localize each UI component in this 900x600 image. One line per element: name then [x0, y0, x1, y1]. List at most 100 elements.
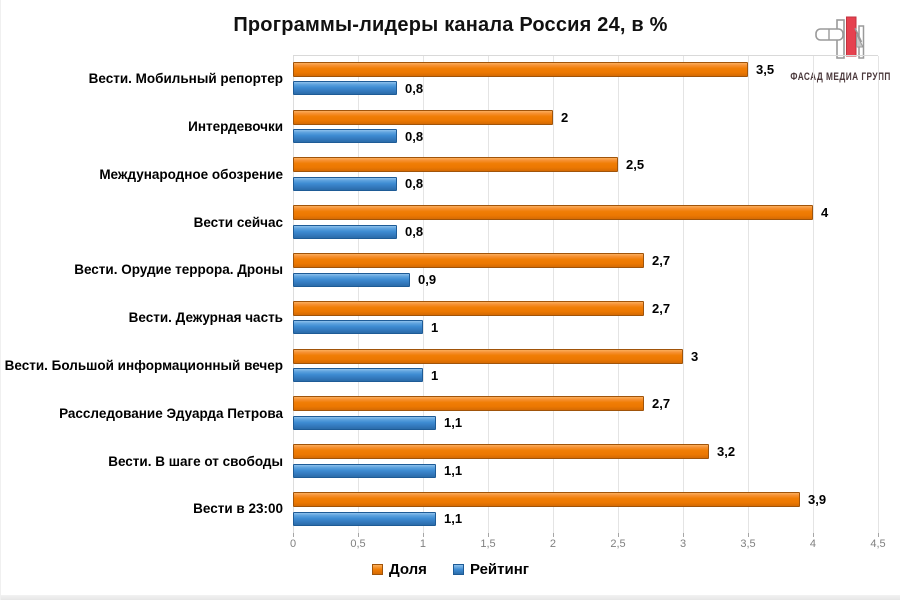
legend: Доля Рейтинг: [1, 561, 900, 578]
rating-swatch-icon: [452, 564, 464, 575]
share-bar: [293, 300, 644, 316]
value-label: 4: [820, 205, 829, 221]
tick-mark: [488, 533, 489, 537]
gridline: [812, 56, 814, 533]
category-label: Расследование Эдуарда Петрова: [59, 405, 283, 421]
value-label: 1: [430, 367, 439, 383]
share-bar: [293, 492, 800, 508]
chart-row: Вести. В шаге от свободы 3,2 1,1: [1, 437, 878, 485]
bar-line: 3,2: [293, 444, 878, 460]
tick-label: 2,5: [610, 538, 626, 550]
share-swatch-icon: [371, 564, 383, 575]
chart-row: Вести сейчас 4 0,8: [1, 198, 878, 246]
bar-group: 2,5 0,8: [293, 157, 878, 191]
bar-line: 2,7: [293, 253, 878, 269]
share-bar: [293, 61, 748, 77]
value-label: 3,5: [756, 61, 775, 77]
bar-line: 0,8: [293, 129, 878, 144]
category-label: Вести в 23:00: [193, 501, 283, 517]
category-label: Вести. Дежурная часть: [128, 310, 283, 326]
tick-label: 4,5: [870, 538, 886, 550]
gridline: [618, 56, 619, 533]
value-label: 2,5: [626, 157, 645, 173]
tick-label: 3,5: [740, 538, 756, 550]
bar-group: 3,2 1,1: [293, 444, 878, 478]
value-label: 0,8: [405, 224, 424, 240]
bar-line: 1: [293, 368, 878, 383]
bar-line: 0,8: [293, 224, 878, 239]
bar-line: 0,9: [293, 272, 878, 287]
x-axis: 0 0,5 1 1,5 2 2,5 3 3,5 4 4,5: [289, 538, 886, 554]
gridline: [293, 56, 294, 533]
value-label: 0,8: [405, 80, 424, 96]
rating-bar: [293, 129, 397, 144]
bar-line: 4: [293, 205, 878, 221]
rating-bar: [293, 176, 397, 191]
value-label: 0,8: [405, 128, 424, 144]
value-label: 3,2: [717, 444, 736, 460]
tick-mark: [357, 533, 359, 537]
chart-row: Вести в 23:00 3,9 1,1: [1, 485, 878, 533]
bar-rows: Вести. Мобильный репортер 3,5 0,8 Интердево…: [1, 55, 878, 533]
bar-group: 4 0,8: [293, 205, 878, 239]
chart-row: Вести. Орудие террора. Дроны 2,7 0,9: [1, 246, 878, 294]
tick-label: 2: [549, 538, 557, 550]
value-label: 2,7: [652, 300, 671, 316]
share-bar: [293, 444, 709, 460]
rating-bar: [293, 415, 436, 430]
bar-line: 1: [293, 320, 878, 335]
bar-line: 2,5: [293, 157, 878, 173]
gridline: [357, 56, 359, 533]
tick-mark: [293, 533, 294, 537]
bar-line: 2: [293, 109, 878, 125]
bar-line: 3,5: [293, 61, 878, 77]
gridline: [552, 56, 554, 533]
bottom-edge: [1, 595, 900, 600]
gridline: [748, 56, 749, 533]
bar-line: 3: [293, 348, 878, 364]
gridline: [488, 56, 489, 533]
tick-label: 0: [289, 538, 297, 550]
bar-group: 2,7 1,1: [293, 396, 878, 430]
value-label: 2: [560, 109, 569, 125]
value-label: 3: [691, 348, 699, 364]
gridline: [683, 56, 684, 533]
bar-group: 3,9 1,1: [293, 492, 878, 526]
gridline: [422, 56, 424, 533]
rating-bar: [293, 368, 423, 383]
share-bar: [293, 109, 553, 125]
bar-group: 2,7 0,9: [293, 253, 878, 287]
rating-bar: [293, 463, 436, 478]
bar-line: 3,9: [293, 492, 878, 508]
bar-line: 2,7: [293, 396, 878, 412]
tick-label: 0,5: [350, 538, 366, 550]
tick-label: 3: [679, 538, 687, 550]
chart-row: Вести. Мобильный репортер 3,5 0,8: [1, 55, 878, 103]
value-label: 1: [430, 319, 439, 335]
legend-label-share: Доля: [388, 561, 427, 578]
value-label: 1,1: [444, 511, 463, 527]
bar-group: 2 0,8: [293, 109, 878, 144]
tick-mark: [812, 533, 814, 537]
share-bar: [293, 205, 813, 221]
category-label: Вести сейчас: [193, 214, 283, 230]
rating-bar: [293, 81, 397, 96]
bar-line: 2,7: [293, 300, 878, 316]
value-label: 3,9: [808, 492, 827, 508]
tick-mark: [552, 533, 554, 537]
gridline: [878, 56, 879, 533]
category-label: Вести. Большой информационный вечер: [4, 357, 283, 373]
rating-bar: [293, 224, 397, 239]
tick-mark: [748, 533, 749, 537]
rating-bar: [293, 511, 436, 526]
share-bar: [293, 396, 644, 412]
tick-label: 1,5: [480, 538, 496, 550]
value-label: 1,1: [444, 463, 463, 479]
value-label: 0,9: [418, 272, 437, 288]
chart-row: Вести. Большой информационный вечер 3 1: [1, 342, 878, 390]
chart-row: Интердевочки 2 0,8: [1, 103, 878, 151]
share-bar: [293, 253, 644, 269]
legend-item-share: Доля: [371, 561, 427, 578]
bar-group: 2,7 1: [293, 300, 878, 335]
